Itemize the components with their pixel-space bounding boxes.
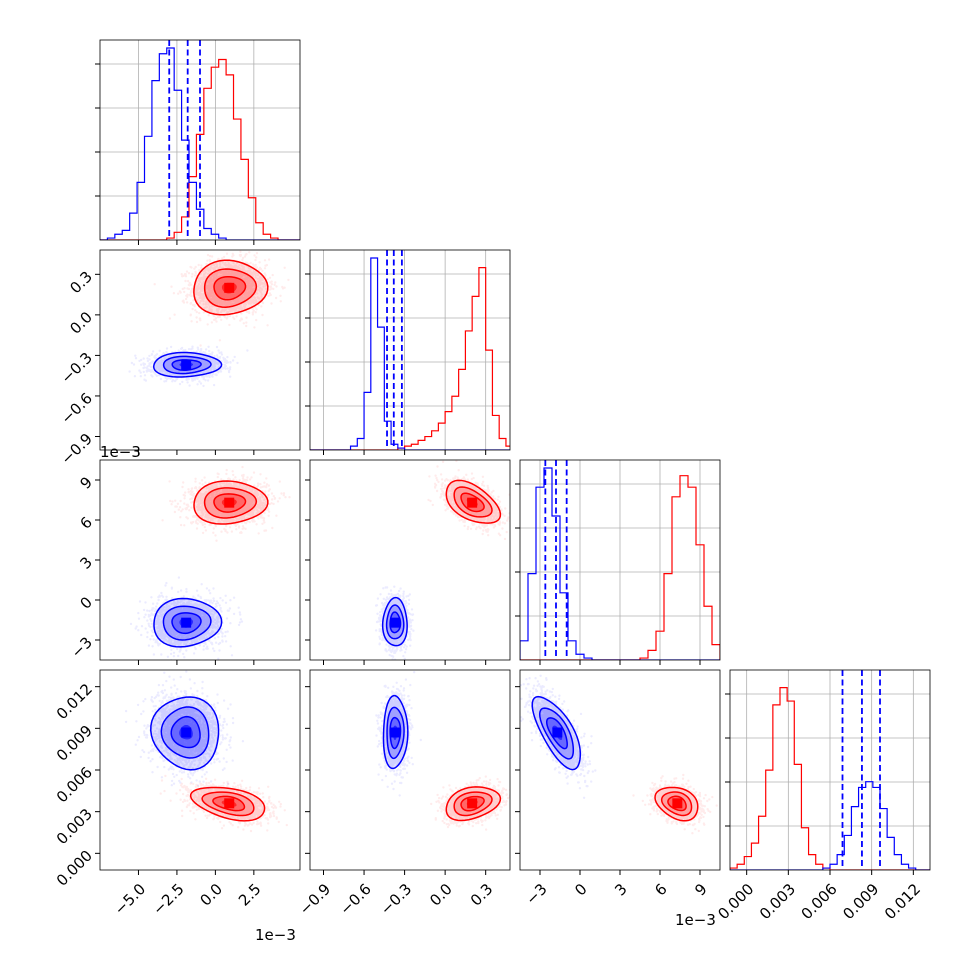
scatter-panel-2-0 [95,459,301,665]
histogram-red [100,58,300,240]
histogram-panel-0 [95,39,301,245]
histogram-panel-1 [305,249,511,455]
panel-frame [99,39,301,241]
histogram-red [730,687,930,870]
panel-background [100,670,300,870]
peak-blue [390,727,401,738]
panel-background [310,460,510,660]
scatter-panel-2-1 [305,459,511,665]
panel-background [310,670,510,870]
histogram-red [310,267,510,450]
peak-blue [181,359,192,370]
panel-frame [99,249,301,451]
panel-background [100,460,300,660]
peak-blue [181,617,192,628]
panels [95,39,931,875]
peak-red [467,497,478,508]
axis-multiplier-label: 1e−3 [675,911,716,929]
axis-multiplier-label: 1e−3 [100,443,141,461]
peak-blue [390,617,401,628]
peak-red [224,497,235,508]
scatter-panel-3-2 [515,669,721,875]
scatter-panel-1-0 [95,249,301,455]
peak-blue [552,727,563,738]
panel-background [310,250,510,450]
histogram-panel-3 [725,669,931,875]
histogram-panel-2 [515,459,721,665]
histogram-blue [100,47,300,240]
panel-frame [309,249,511,451]
histogram-red [520,475,720,660]
peak-blue [181,727,192,738]
histogram-blue [730,781,930,870]
scatter-panel-3-1 [305,669,511,875]
axis-multiplier-label: 1e−3 [255,926,296,944]
peak-red [467,798,478,809]
peak-red [224,282,235,293]
peak-red [224,798,235,809]
panel-background [520,670,720,870]
scatter-panel-3-0 [95,669,301,875]
histogram-blue [520,467,720,660]
peak-red [672,798,683,809]
